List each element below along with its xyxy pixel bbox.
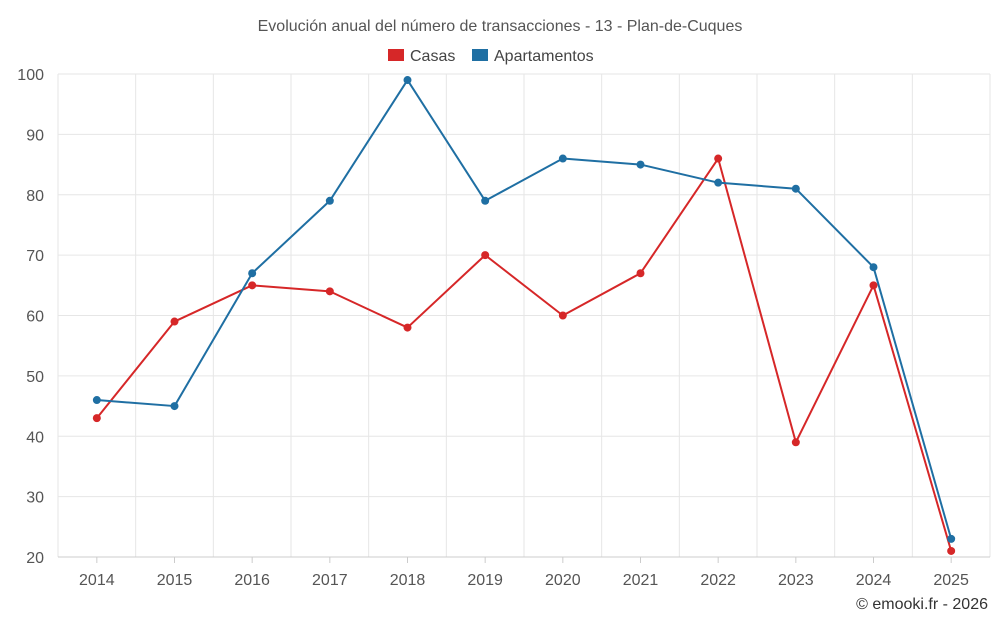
y-tick-label: 20 bbox=[26, 550, 44, 567]
x-tick-label: 2018 bbox=[390, 572, 426, 589]
y-tick-label: 80 bbox=[26, 188, 44, 205]
chart-title: Evolución anual del número de transaccio… bbox=[258, 18, 743, 35]
y-tick-label: 50 bbox=[26, 369, 44, 386]
data-point-apartamentos[interactable] bbox=[869, 263, 878, 272]
y-tick-label: 60 bbox=[26, 309, 44, 326]
data-point-casas[interactable] bbox=[325, 287, 334, 296]
series-line-casas bbox=[96, 157, 953, 552]
data-point-casas[interactable] bbox=[636, 269, 645, 278]
data-point-casas[interactable] bbox=[947, 546, 956, 555]
series-casas bbox=[92, 154, 956, 555]
data-point-apartamentos[interactable] bbox=[636, 160, 645, 169]
x-tick-label: 2023 bbox=[778, 572, 814, 589]
x-tick-label: 2024 bbox=[856, 572, 892, 589]
legend-item-apartamentos[interactable]: Apartamentos bbox=[472, 48, 594, 65]
legend-label-casas: Casas bbox=[410, 48, 455, 65]
data-point-casas[interactable] bbox=[92, 414, 101, 423]
data-point-apartamentos[interactable] bbox=[558, 154, 567, 163]
data-point-casas[interactable] bbox=[403, 323, 412, 332]
series-apartamentos bbox=[92, 76, 956, 543]
data-point-apartamentos[interactable] bbox=[248, 269, 257, 278]
data-point-apartamentos[interactable] bbox=[714, 178, 723, 187]
x-tick-label: 2019 bbox=[467, 572, 503, 589]
legend-item-casas[interactable]: Casas bbox=[388, 48, 455, 65]
x-tick-label: 2025 bbox=[933, 572, 969, 589]
x-tick-label: 2021 bbox=[623, 572, 659, 589]
y-tick-label: 30 bbox=[26, 490, 44, 507]
data-point-casas[interactable] bbox=[869, 281, 878, 290]
x-tick-label: 2016 bbox=[234, 572, 270, 589]
data-point-casas[interactable] bbox=[170, 317, 179, 326]
data-point-apartamentos[interactable] bbox=[947, 534, 956, 543]
credit: © emooki.fr - 2026 bbox=[856, 596, 988, 613]
y-tick-label: 90 bbox=[26, 127, 44, 144]
legend-swatch-apartamentos bbox=[472, 49, 488, 61]
series bbox=[92, 76, 956, 555]
data-point-apartamentos[interactable] bbox=[170, 402, 179, 411]
data-point-casas[interactable] bbox=[558, 311, 567, 320]
grid bbox=[57, 73, 991, 558]
legend: Casas Apartamentos bbox=[388, 48, 594, 65]
series-line-apartamentos bbox=[96, 79, 953, 540]
data-point-apartamentos[interactable] bbox=[403, 76, 412, 85]
data-point-casas[interactable] bbox=[714, 154, 723, 163]
x-tick-label: 2015 bbox=[157, 572, 193, 589]
y-tick-label: 100 bbox=[17, 67, 44, 84]
x-tick-label: 2020 bbox=[545, 572, 581, 589]
data-point-apartamentos[interactable] bbox=[791, 184, 800, 193]
data-point-casas[interactable] bbox=[248, 281, 257, 290]
x-tick-label: 2022 bbox=[700, 572, 736, 589]
data-point-apartamentos[interactable] bbox=[92, 396, 101, 405]
data-point-apartamentos[interactable] bbox=[481, 196, 490, 205]
y-tick-label: 40 bbox=[26, 429, 44, 446]
data-point-casas[interactable] bbox=[481, 251, 490, 260]
x-tick-label: 2014 bbox=[79, 572, 115, 589]
axes: 20 30 40 50 60 70 80 90 100 2014 2015 2016 2017 2018 2… bbox=[17, 67, 990, 589]
legend-swatch-casas bbox=[388, 49, 404, 61]
data-point-apartamentos[interactable] bbox=[325, 196, 334, 205]
x-tick-label: 2017 bbox=[312, 572, 348, 589]
data-point-casas[interactable] bbox=[791, 438, 800, 447]
legend-label-apartamentos: Apartamentos bbox=[494, 48, 594, 65]
y-tick-label: 70 bbox=[26, 248, 44, 265]
